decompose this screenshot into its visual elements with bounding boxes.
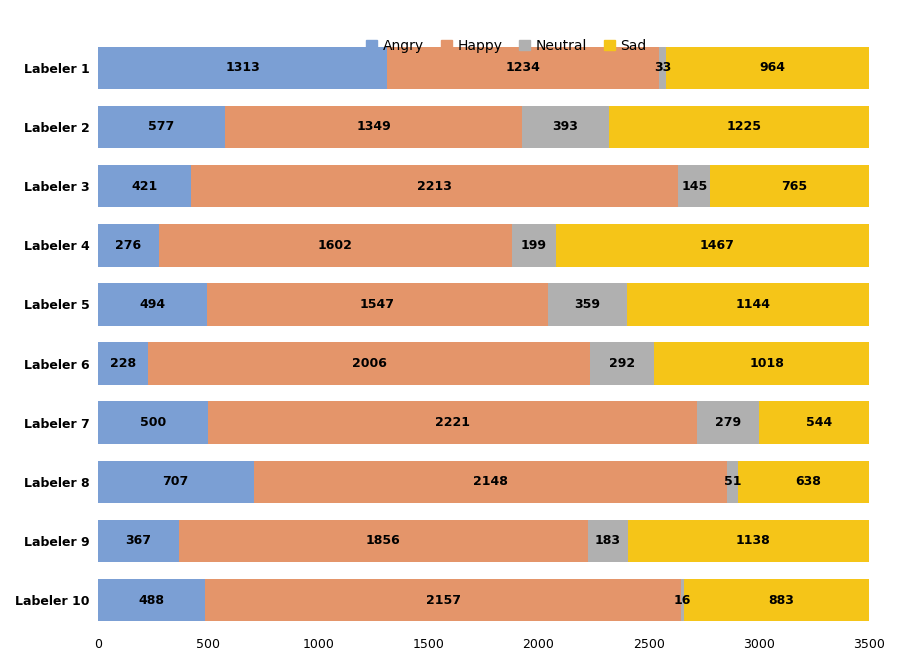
Text: 2006: 2006 (352, 357, 386, 370)
Text: 421: 421 (131, 180, 158, 192)
Bar (680, 579, 684, 621)
Text: 2157: 2157 (426, 593, 461, 607)
Bar (208, 402, 698, 444)
Bar (590, 342, 654, 385)
Text: 494: 494 (140, 298, 166, 311)
Text: 393: 393 (553, 121, 579, 133)
Bar (158, 224, 512, 266)
Bar (512, 224, 555, 266)
Text: 51: 51 (724, 476, 742, 488)
Text: 33: 33 (654, 61, 671, 75)
Bar (588, 519, 628, 562)
Bar (710, 165, 878, 207)
Text: 577: 577 (148, 121, 175, 133)
Text: 883: 883 (769, 593, 795, 607)
Bar (727, 460, 738, 503)
Text: 1547: 1547 (360, 298, 394, 311)
Bar (98, 106, 225, 149)
Bar (98, 224, 158, 266)
Text: 500: 500 (140, 416, 166, 429)
Text: 292: 292 (609, 357, 635, 370)
Text: 145: 145 (681, 180, 707, 192)
Text: 2148: 2148 (472, 476, 508, 488)
Text: 707: 707 (163, 476, 189, 488)
Bar (98, 165, 191, 207)
Bar (547, 283, 626, 326)
Text: 544: 544 (806, 416, 832, 429)
Bar (626, 283, 878, 326)
Legend: Angry, Happy, Neutral, Sad: Angry, Happy, Neutral, Sad (361, 33, 652, 59)
Bar (555, 224, 878, 266)
Text: 964: 964 (760, 61, 786, 75)
Text: 1313: 1313 (225, 61, 260, 75)
Bar (698, 402, 759, 444)
Bar (148, 342, 590, 385)
Bar (738, 460, 878, 503)
Bar (608, 106, 878, 149)
Text: 1467: 1467 (699, 239, 734, 252)
Text: 1349: 1349 (356, 121, 391, 133)
Text: 765: 765 (781, 180, 807, 192)
Bar (666, 47, 878, 89)
Bar (659, 47, 666, 89)
Bar (522, 106, 608, 149)
Bar (191, 165, 679, 207)
Bar (759, 402, 878, 444)
Bar (98, 579, 205, 621)
Text: 359: 359 (574, 298, 600, 311)
Text: 1234: 1234 (506, 61, 541, 75)
Bar (205, 579, 680, 621)
Text: 488: 488 (139, 593, 165, 607)
Bar (679, 165, 710, 207)
Text: 183: 183 (595, 534, 621, 547)
Bar (254, 460, 727, 503)
Text: 2221: 2221 (436, 416, 470, 429)
Bar (225, 106, 522, 149)
Text: 279: 279 (716, 416, 742, 429)
Text: 1018: 1018 (749, 357, 784, 370)
Bar (387, 47, 659, 89)
Bar (179, 519, 588, 562)
Bar (684, 579, 878, 621)
Text: 2213: 2213 (417, 180, 452, 192)
Bar (98, 460, 254, 503)
Text: 1602: 1602 (318, 239, 353, 252)
Bar (98, 402, 208, 444)
Bar (207, 283, 547, 326)
Text: 16: 16 (674, 593, 691, 607)
Text: 1856: 1856 (365, 534, 400, 547)
Bar (98, 283, 207, 326)
Text: 367: 367 (125, 534, 151, 547)
Text: 199: 199 (520, 239, 546, 252)
Text: 1138: 1138 (736, 534, 770, 547)
Bar (98, 519, 179, 562)
Text: 1225: 1225 (726, 121, 761, 133)
Bar (628, 519, 878, 562)
Bar (98, 342, 148, 385)
Text: 638: 638 (796, 476, 822, 488)
Text: 276: 276 (115, 239, 141, 252)
Text: 1144: 1144 (735, 298, 770, 311)
Text: 228: 228 (110, 357, 136, 370)
Bar (98, 47, 387, 89)
Bar (654, 342, 878, 385)
